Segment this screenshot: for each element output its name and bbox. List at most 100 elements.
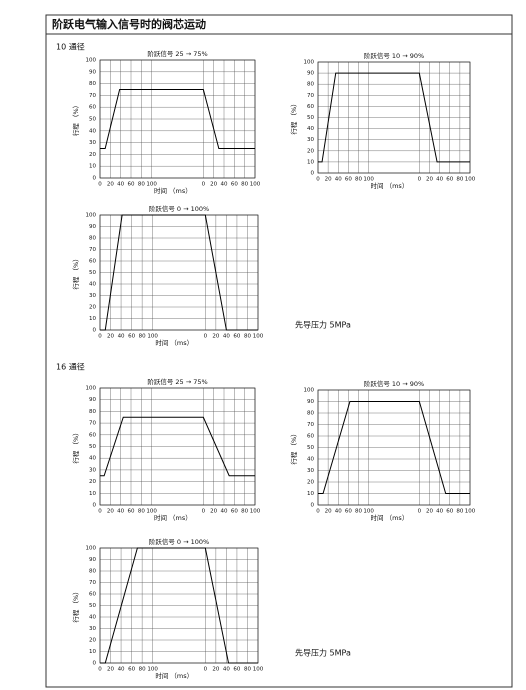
x-tick-label: 60 [128, 667, 135, 673]
x-tick-label: 60 [233, 334, 240, 340]
y-tick-label: 40 [89, 128, 96, 134]
x-tick-label: 100 [363, 509, 374, 515]
x-tick-label: 100 [465, 177, 476, 183]
plot-frame [99, 387, 256, 506]
y-tick-label: 90 [89, 397, 96, 403]
plot-frame [317, 61, 471, 174]
x-tick-label: 80 [355, 177, 362, 183]
y-axis-label: 行程 （%） [289, 100, 298, 134]
x-tick-label: 0 [418, 509, 422, 515]
data-line [100, 416, 255, 477]
y-tick-label: 80 [307, 411, 314, 417]
y-tick-label: 30 [307, 468, 314, 474]
x-tick-label: 80 [456, 509, 463, 515]
y-tick-label: 20 [89, 638, 96, 644]
y-tick-label: 20 [89, 152, 96, 158]
x-tick-label: 0 [202, 182, 206, 188]
y-tick-label: 70 [89, 421, 96, 427]
x-axis-label: 时间 （ms） [371, 513, 409, 522]
x-tick-label: 80 [355, 509, 362, 515]
x-tick-label: 80 [456, 177, 463, 183]
y-tick-label: 30 [89, 140, 96, 146]
x-tick-label: 100 [253, 667, 264, 673]
y-tick-label: 0 [311, 503, 315, 509]
page-title: 阶跃电气输入信号时的阀芯运动 [52, 17, 206, 31]
x-axis-label: 时间 （ms） [371, 181, 409, 190]
section-note: 先导压力 5MPa [295, 648, 351, 658]
y-tick-label: 20 [307, 148, 314, 154]
x-tick-label: 80 [244, 334, 251, 340]
x-tick-label: 40 [436, 509, 443, 515]
y-axis-label: 行程 （%） [71, 429, 80, 463]
x-tick-label: 60 [446, 509, 453, 515]
y-tick-label: 50 [89, 270, 96, 276]
y-tick-label: 50 [89, 603, 96, 609]
data-line [100, 547, 258, 664]
y-axis-label: 行程 （%） [71, 102, 80, 136]
x-tick-label: 40 [118, 334, 125, 340]
plot-frame [317, 389, 471, 506]
x-tick-label: 0 [418, 177, 422, 183]
y-tick-label: 60 [307, 434, 314, 440]
y-tick-label: 40 [89, 456, 96, 462]
x-tick-label: 0 [98, 667, 102, 673]
x-tick-label: 100 [146, 509, 157, 515]
page-border [45, 14, 513, 688]
y-tick-label: 40 [307, 457, 314, 463]
x-axis-label: 时间 （ms） [155, 671, 193, 680]
x-tick-label: 20 [107, 182, 114, 188]
y-tick-label: 90 [307, 71, 314, 77]
y-tick-label: 70 [89, 247, 96, 253]
x-tick-label: 40 [335, 509, 342, 515]
y-tick-label: 60 [89, 432, 96, 438]
x-tick-label: 60 [128, 509, 135, 515]
x-tick-label: 60 [128, 334, 135, 340]
y-tick-label: 0 [93, 661, 97, 667]
data-line [100, 214, 258, 331]
x-tick-label: 100 [250, 509, 261, 515]
x-axis-label: 时间 （ms） [155, 338, 193, 347]
y-tick-label: 10 [89, 491, 96, 497]
plot-frame [99, 59, 256, 179]
x-axis-label: 时间 （ms） [154, 186, 192, 195]
x-tick-label: 60 [345, 177, 352, 183]
x-tick-label: 100 [147, 334, 158, 340]
y-tick-label: 90 [307, 399, 314, 405]
y-tick-label: 20 [89, 305, 96, 311]
x-tick-label: 80 [138, 509, 145, 515]
y-axis-label: 行程 （%） [289, 430, 298, 464]
x-tick-label: 40 [221, 509, 228, 515]
y-tick-label: 60 [89, 259, 96, 265]
chart-title: 阶跃信号 10 → 90% [364, 51, 424, 60]
x-tick-label: 20 [210, 509, 217, 515]
y-tick-label: 30 [89, 467, 96, 473]
x-tick-label: 0 [316, 177, 320, 183]
data-line [100, 89, 255, 149]
x-tick-label: 100 [250, 182, 261, 188]
y-tick-label: 50 [89, 117, 96, 123]
x-tick-label: 60 [233, 667, 240, 673]
x-tick-label: 40 [221, 182, 228, 188]
x-tick-label: 20 [426, 177, 433, 183]
x-tick-label: 0 [202, 509, 206, 515]
y-tick-label: 0 [311, 171, 315, 177]
x-tick-label: 20 [107, 334, 114, 340]
y-tick-label: 0 [93, 503, 97, 509]
x-tick-label: 20 [325, 509, 332, 515]
x-tick-label: 20 [325, 177, 332, 183]
x-tick-label: 40 [223, 667, 230, 673]
x-tick-label: 0 [204, 667, 208, 673]
y-tick-label: 80 [89, 569, 96, 575]
x-tick-label: 100 [465, 509, 476, 515]
y-axis-label: 行程 （%） [71, 588, 80, 622]
x-tick-label: 80 [139, 334, 146, 340]
y-tick-label: 50 [307, 445, 314, 451]
x-tick-label: 0 [98, 182, 102, 188]
y-tick-label: 90 [89, 69, 96, 75]
x-tick-label: 20 [212, 667, 219, 673]
x-tick-label: 20 [210, 182, 217, 188]
chart-title: 阶跃信号 25 → 75% [147, 377, 207, 386]
x-tick-label: 80 [244, 667, 251, 673]
x-tick-label: 20 [107, 509, 114, 515]
chart-title: 阶跃信号 0 → 100% [149, 204, 209, 213]
